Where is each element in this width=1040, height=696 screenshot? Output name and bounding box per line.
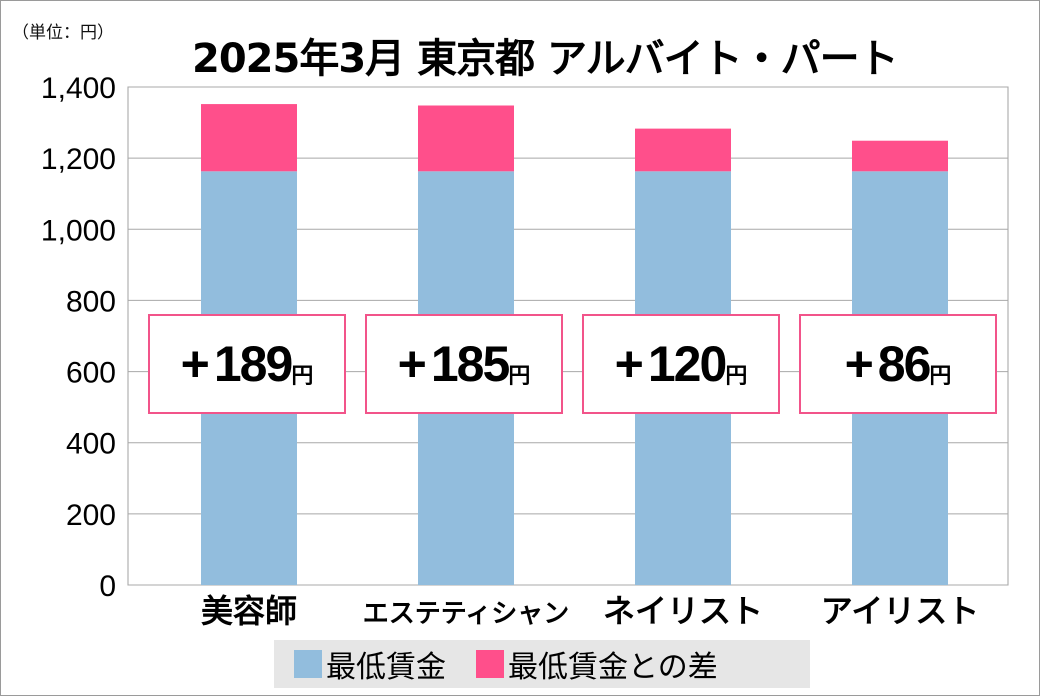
annotation-value: 185 <box>430 336 510 392</box>
bar-difference <box>418 105 514 172</box>
annotation-unit: 円 <box>929 364 952 389</box>
y-tick-label: 200 <box>66 499 116 532</box>
annotation-sign: + <box>614 336 644 392</box>
x-tick-label: アイリスト <box>821 592 979 630</box>
legend-label: 最低賃金との差 <box>508 650 718 685</box>
bar-difference <box>201 104 297 172</box>
y-tick-label: 400 <box>66 428 116 461</box>
annotation-unit: 円 <box>291 364 314 389</box>
difference-label: +86 円 <box>799 314 997 414</box>
y-tick-label: 1,400 <box>41 72 116 105</box>
unit-label: （単位：円） <box>12 23 114 43</box>
annotation-value: 120 <box>647 336 727 392</box>
annotation-sign: + <box>180 336 210 392</box>
y-tick-label: 1,200 <box>41 143 116 176</box>
y-tick-label: 1,000 <box>41 214 116 247</box>
annotation-sign: + <box>844 336 874 392</box>
difference-label: +185 円 <box>365 314 563 414</box>
annotation-unit: 円 <box>725 364 748 389</box>
legend-item-difference: 最低賃金との差 <box>476 642 718 686</box>
x-tick-label: エステティシャン <box>363 599 569 629</box>
x-tick-label: 美容師 <box>201 592 297 630</box>
legend-swatch-pink <box>476 650 504 678</box>
annotation-value: 86 <box>877 336 932 392</box>
y-tick-label: 800 <box>66 285 116 318</box>
legend-item-min-wage: 最低賃金 <box>294 642 446 686</box>
bar-difference <box>852 140 948 172</box>
legend-label: 最低賃金 <box>326 650 446 685</box>
bar-difference <box>635 128 731 172</box>
annotation-value: 189 <box>213 336 293 392</box>
difference-label: +120 円 <box>582 314 780 414</box>
x-tick-label: ネイリスト <box>603 592 763 630</box>
y-tick-label: 0 <box>99 570 116 603</box>
legend-swatch-blue <box>294 650 322 678</box>
legend: 最低賃金 最低賃金との差 <box>274 640 810 688</box>
y-tick-label: 600 <box>66 357 116 390</box>
annotation-sign: + <box>397 336 427 392</box>
difference-label: +189 円 <box>148 314 346 414</box>
annotation-unit: 円 <box>508 364 531 389</box>
chart-title: 2025年3月 東京都 アルバイト・パート <box>192 36 899 82</box>
